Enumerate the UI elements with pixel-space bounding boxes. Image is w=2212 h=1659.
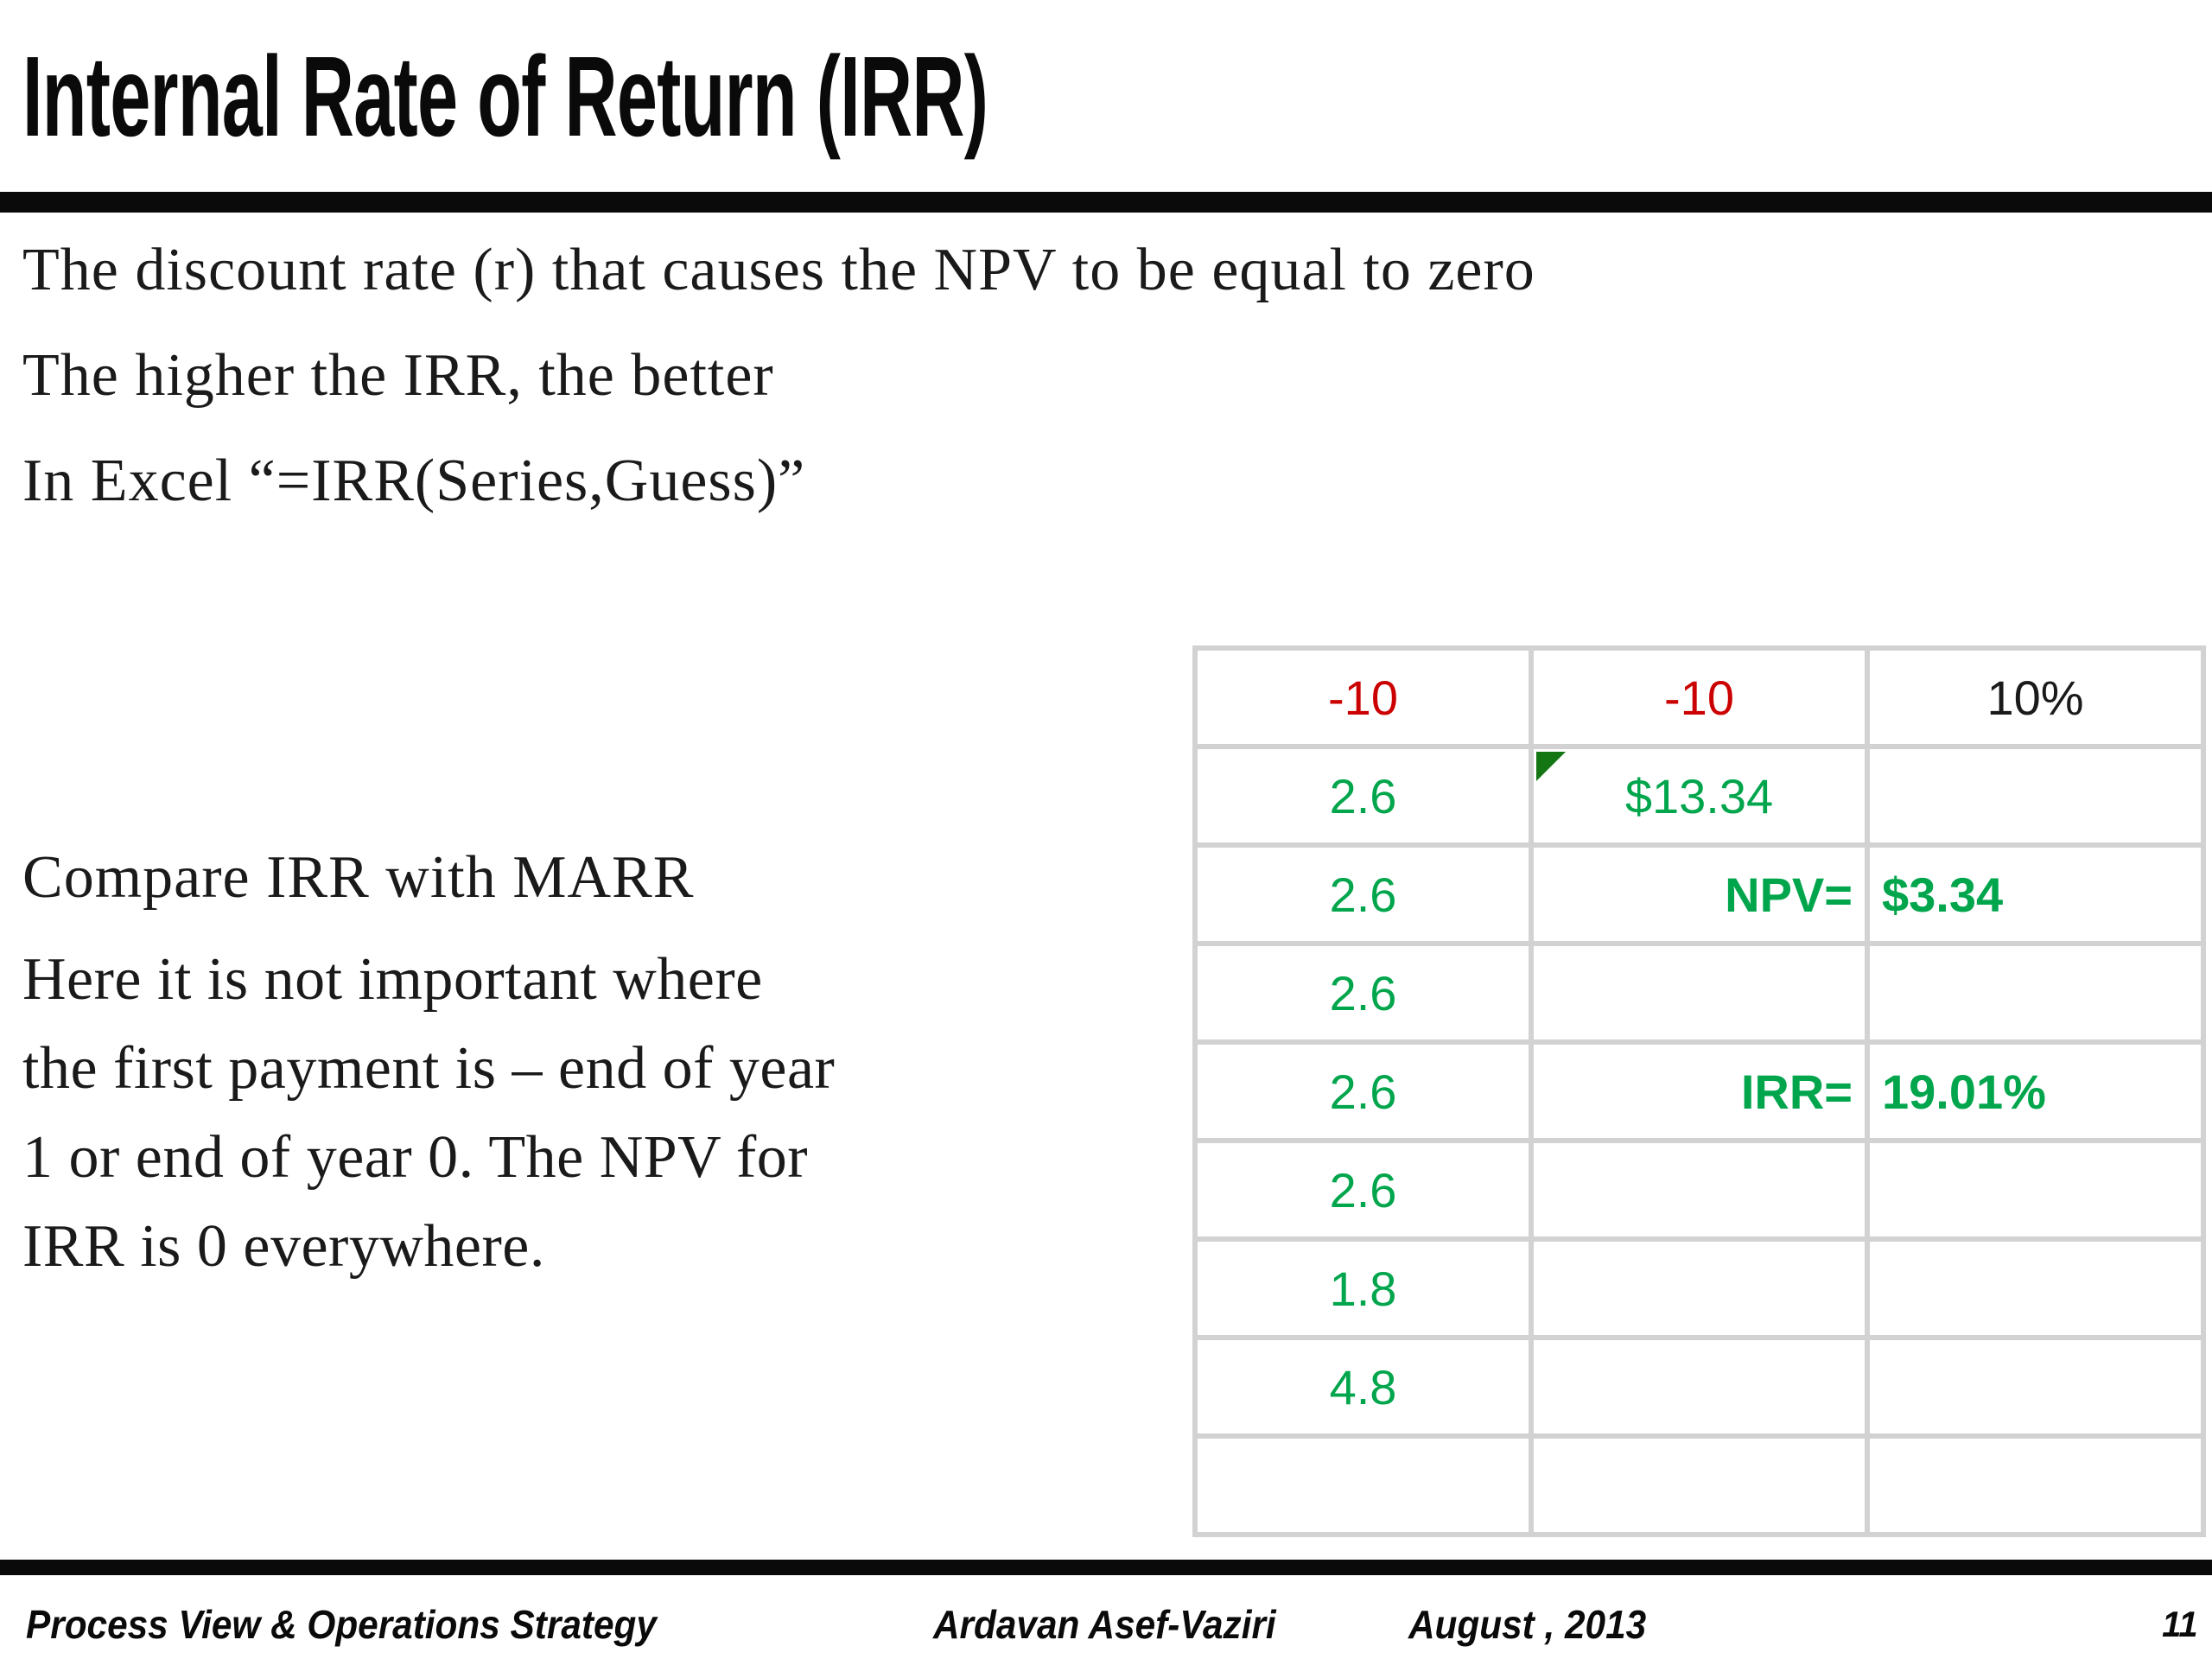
footer-course: Process View & Operations Strategy [26, 1602, 657, 1647]
table-cell [1192, 1433, 1534, 1537]
table-cell: -10 [1529, 645, 1870, 749]
table-cell [1529, 1335, 1870, 1439]
table-cell: 19.01% [1865, 1039, 2206, 1143]
table-row: 2.6 IRR= 19.01% [1192, 1039, 2206, 1143]
table-cell: 4.8 [1192, 1335, 1534, 1439]
bullet-line-1: The discount rate (r) that causes the NP… [22, 237, 1535, 303]
table-cell: -10 [1192, 645, 1534, 749]
table-cell: 2.6 [1192, 744, 1534, 848]
notes-line-3: 1 or end of year 0. The NPV for [22, 1124, 809, 1191]
notes-line-4: IRR is 0 everywhere. [22, 1213, 545, 1280]
table-cell: $13.34 [1529, 744, 1870, 848]
table-cell: 10% [1865, 645, 2206, 749]
table-row: 2.6 $13.34 [1192, 744, 2206, 848]
spreadsheet-body: -10 -10 10% 2.6 $13.34 2.6 NPV= $3.34 2.6 2.6 IRR=… [1192, 645, 2206, 1537]
title-rule [0, 192, 2212, 213]
spreadsheet-table: -10 -10 10% 2.6 $13.34 2.6 NPV= $3.34 2.6 2.6 IRR=… [1192, 645, 2206, 1537]
table-row: 1.8 [1192, 1236, 2206, 1340]
bullet-line-2: The higher the IRR, the better [22, 342, 774, 409]
footer-bar [0, 1560, 2212, 1575]
table-cell: $3.34 [1865, 842, 2206, 946]
table-row: -10 -10 10% [1192, 645, 2206, 749]
table-cell [1865, 941, 2206, 1045]
table-cell: NPV= [1529, 842, 1870, 946]
table-cell: 1.8 [1192, 1236, 1534, 1340]
table-cell [1865, 1335, 2206, 1439]
slide-title: Internal Rate of Return (IRR) [22, 33, 988, 160]
table-cell [1529, 941, 1870, 1045]
bullet-line-3: In Excel “=IRR(Series,Guess)” [22, 448, 806, 514]
table-cell [1529, 1433, 1870, 1537]
table-cell [1865, 744, 2206, 848]
table-row: 2.6 [1192, 1138, 2206, 1242]
footer-date: August , 2013 [1408, 1602, 1647, 1647]
table-cell: IRR= [1529, 1039, 1870, 1143]
cell-comment-flag-icon [1536, 752, 1566, 781]
bullet-list: The discount rate (r) that causes the NP… [22, 218, 2096, 534]
table-cell [1865, 1433, 2206, 1537]
footer-author: Ardavan Asef-Vaziri [933, 1602, 1276, 1647]
table-row: 4.8 [1192, 1335, 2206, 1439]
footer: Process View & Operations Strategy Ardav… [0, 1600, 2212, 1652]
table-cell: 2.6 [1192, 842, 1534, 946]
table-cell: 2.6 [1192, 941, 1534, 1045]
table-cell [1529, 1236, 1870, 1340]
table-cell [1865, 1138, 2206, 1242]
notes-line-2: the first payment is – end of year [22, 1035, 836, 1102]
notes-line-1: Here it is not important where [22, 946, 763, 1013]
table-cell: 2.6 [1192, 1138, 1534, 1242]
footer-page-number: 11 [2162, 1604, 2198, 1644]
table-cell: 2.6 [1192, 1039, 1534, 1143]
table-cell [1865, 1236, 2206, 1340]
notes-body: Here it is not important where the first… [22, 935, 1180, 1291]
table-row: 2.6 [1192, 941, 2206, 1045]
table-cell [1529, 1138, 1870, 1242]
table-row [1192, 1433, 2206, 1537]
table-row: 2.6 NPV= $3.34 [1192, 842, 2206, 946]
notes-heading: Compare IRR with MARR [22, 844, 695, 911]
